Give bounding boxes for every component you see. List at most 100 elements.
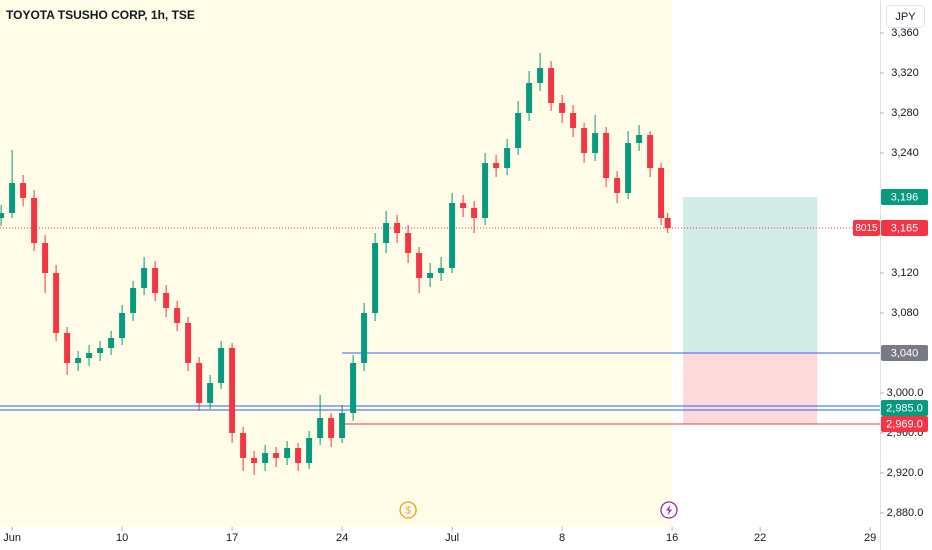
level-tag-label: 2,985.0: [886, 402, 923, 414]
earnings-icon[interactable]: [660, 501, 678, 519]
candle-body: [53, 273, 60, 333]
y-tick-label: 3,000.0: [887, 387, 924, 399]
candle-body: [75, 358, 82, 363]
candle-body: [97, 348, 104, 353]
candle-body: [493, 163, 500, 168]
candle-body: [350, 363, 357, 413]
candle-body: [581, 128, 588, 153]
candle-body: [31, 198, 38, 243]
x-tick-label: 10: [116, 532, 128, 544]
x-tick-label: 17: [226, 532, 238, 544]
candle-body: [0, 213, 5, 218]
candle-body: [207, 383, 214, 403]
candle-body: [394, 223, 401, 233]
session-background: [0, 0, 672, 527]
candle-body: [460, 203, 467, 208]
y-tick-label: 2,920.0: [887, 467, 924, 479]
candle-body: [86, 353, 93, 358]
candle-body: [284, 448, 291, 458]
candle-body: [229, 348, 236, 433]
target-tag: [881, 189, 928, 205]
candle-body: [537, 68, 544, 83]
candle-body: [526, 83, 533, 113]
entry-tag-label: 3,040: [891, 347, 919, 359]
candle-body: [9, 183, 16, 213]
x-tick-label: Jun: [3, 532, 21, 544]
candle-body: [515, 113, 522, 148]
candle-body: [141, 268, 148, 288]
x-tick-label: 29: [864, 532, 876, 544]
candle-body: [119, 313, 126, 338]
candle-body: [295, 448, 302, 463]
entry-tag: [881, 345, 928, 361]
y-tick-label: 3,120: [891, 267, 919, 279]
candle-body: [405, 233, 412, 253]
candle-body: [449, 203, 456, 268]
candle-body: [306, 438, 313, 463]
chart-title: TOYOTA TSUSHO CORP, 1h, TSE: [6, 8, 195, 22]
level-tag: [881, 400, 928, 416]
target-zone: [683, 197, 818, 353]
event-marker: [399, 501, 417, 519]
candle-body: [163, 293, 170, 308]
candle-body: [570, 113, 577, 128]
candle-body: [559, 103, 566, 113]
plot-layer: $2,880.02,920.02,960.03,000.03,0803,1203…: [0, 27, 928, 544]
candle-body: [592, 133, 599, 153]
candle-body: [603, 133, 610, 178]
candle-body: [383, 223, 390, 243]
candle-body: [174, 308, 181, 323]
candle-body: [625, 143, 632, 193]
x-tick-label: Jul: [445, 532, 459, 544]
x-tick-label: 16: [666, 532, 678, 544]
currency-label[interactable]: JPY: [895, 11, 916, 23]
y-tick-label: 3,080: [891, 307, 919, 319]
candle-body: [64, 333, 71, 363]
candle-body: [152, 268, 159, 293]
earnings-bolt[interactable]: [666, 504, 672, 516]
countdown-tag: [853, 220, 880, 236]
candle-body: [471, 208, 478, 218]
last-price-tag: [881, 220, 928, 236]
target-tag-label: 3,196: [891, 191, 919, 203]
y-tick-label: 3,240: [891, 147, 919, 159]
candle-body: [614, 178, 621, 193]
candle-body: [185, 323, 192, 363]
candle-body: [361, 313, 368, 363]
candle-body: [339, 413, 346, 438]
candle-body: [658, 168, 665, 218]
stop-tag: [881, 416, 928, 432]
candle-body: [427, 273, 434, 278]
candle-body: [108, 338, 115, 348]
candle-body: [504, 148, 511, 168]
candle-body: [664, 218, 671, 228]
x-tick-label: 22: [754, 532, 766, 544]
x-tick-label: 24: [336, 532, 348, 544]
candle-body: [548, 68, 555, 103]
candle-body: [438, 268, 445, 273]
candle-body: [482, 163, 489, 218]
candle-body: [130, 288, 137, 313]
y-tick-label: 3,280: [891, 107, 919, 119]
candle-body: [372, 243, 379, 313]
candle-body: [647, 135, 654, 168]
y-tick-label: 3,320: [891, 67, 919, 79]
candle-body: [251, 458, 258, 463]
candle-body: [262, 453, 269, 463]
y-tick-label: 2,880.0: [887, 507, 924, 519]
y-tick-label: 3,360: [891, 27, 919, 39]
candle-body: [218, 348, 225, 383]
currency-button[interactable]: [886, 5, 925, 28]
candle-body: [196, 363, 203, 403]
candle-body: [328, 418, 335, 438]
candle-body: [273, 453, 280, 458]
candle-body: [240, 433, 247, 458]
candle-body: [416, 253, 423, 278]
countdown-label: 8015: [855, 223, 878, 234]
last-price-tag-label: 3,165: [891, 222, 919, 234]
candle-body: [42, 243, 49, 273]
candle-body: [20, 183, 27, 198]
stop-zone: [683, 353, 818, 424]
event-label: $: [405, 506, 411, 517]
